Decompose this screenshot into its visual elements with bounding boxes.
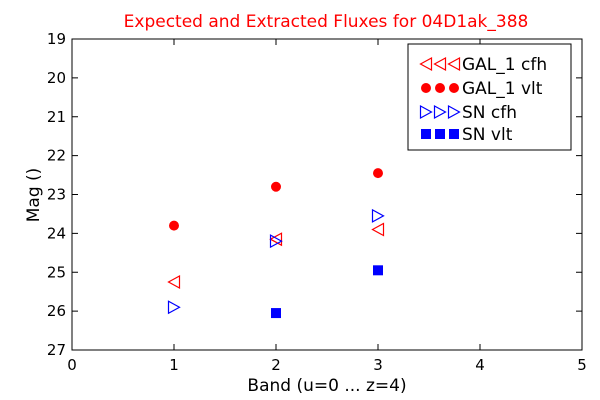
data-point (271, 308, 281, 319)
y-tick-label: 27 (47, 341, 66, 359)
data-point (167, 274, 181, 289)
legend-marker (421, 129, 431, 139)
y-tick-label: 24 (47, 224, 66, 242)
y-tick-label: 25 (47, 263, 66, 281)
legend-marker (449, 83, 459, 93)
data-point (373, 265, 383, 276)
data-point (169, 220, 179, 231)
data-markers (167, 168, 385, 319)
x-tick-label: 0 (67, 356, 77, 374)
legend-marker (447, 56, 461, 72)
y-tick-label: 21 (47, 108, 66, 126)
y-tick-label: 26 (47, 302, 66, 320)
legend-label: SN cfh (462, 103, 517, 123)
data-point (269, 232, 283, 247)
legend-label: GAL_1 cfh (462, 55, 547, 75)
y-tick-label: 22 (47, 147, 66, 165)
x-tick-label: 1 (169, 356, 179, 374)
legend-marker (421, 83, 431, 93)
y-tick-label: 23 (47, 186, 66, 204)
legend-marker (435, 83, 445, 93)
legend-marker (419, 56, 433, 72)
data-point (371, 222, 385, 237)
legend-marker (447, 104, 461, 120)
data-point (373, 168, 383, 179)
legend-marker (419, 104, 433, 120)
x-tick-label: 2 (271, 356, 281, 374)
data-point (167, 300, 181, 315)
data-point (271, 181, 281, 192)
y-tick-label: 20 (47, 69, 66, 87)
x-axis-title: Band (u=0 ... z=4) (247, 376, 406, 396)
legend-marker (433, 104, 447, 120)
legend-marker (449, 129, 459, 139)
data-point (371, 208, 385, 223)
legend-marker (435, 129, 445, 139)
legend-label: SN vlt (462, 125, 513, 145)
x-tick-label: 5 (577, 356, 587, 374)
chart-title: Expected and Extracted Fluxes for 04D1ak… (124, 12, 529, 32)
y-axis-title: Mag () (24, 168, 44, 223)
y-tick-label: 19 (47, 30, 66, 48)
data-point (269, 234, 283, 249)
legend-label: GAL_1 vlt (462, 79, 543, 99)
x-tick-label: 3 (373, 356, 383, 374)
legend-marker (433, 56, 447, 72)
x-tick-label: 4 (475, 356, 485, 374)
